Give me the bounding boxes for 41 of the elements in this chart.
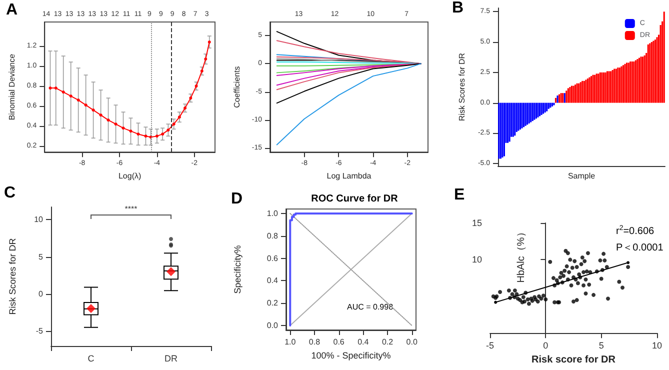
y-axis-title: Coefficients	[232, 66, 242, 108]
y-tick-label: 0	[38, 289, 44, 298]
chart-title: ROC Curve for DR	[311, 194, 399, 204]
annotation: AUC = 0.998	[347, 302, 394, 312]
y-tick-label: 15	[472, 218, 482, 228]
x-tick-label: 0.8	[308, 338, 321, 346]
text: B	[452, 0, 464, 16]
x-tick-label: 0.4	[358, 338, 370, 346]
y-tick-label: 1.0	[266, 208, 279, 218]
x-tick-label: 0.0	[406, 338, 418, 346]
y-tick-label: -5	[36, 326, 44, 336]
y-axis-title: Binomial Deviance	[8, 53, 16, 120]
x-axis-title: Sample	[568, 172, 596, 180]
text: E	[454, 186, 465, 204]
y-axis-title: HbAlc（%）	[516, 227, 528, 283]
x-tick-label: 5	[598, 340, 604, 351]
y-tick-label: 0.2	[266, 298, 279, 308]
y-axis-title: Specificity%	[232, 245, 242, 294]
x-axis-title: Log(λ)	[118, 172, 142, 180]
x-axis-title: 100% - Specificity%	[311, 350, 391, 360]
x-axis-title: Risk score for DR	[532, 354, 616, 366]
y-tick-label: 0.6	[266, 254, 279, 263]
text: D	[231, 190, 243, 208]
y-tick-label: 5	[38, 252, 44, 262]
y-tick-label: 0.0	[266, 321, 279, 330]
y-axis-title: Risk Scores for DR	[458, 52, 466, 122]
x-tick-label: 0	[543, 340, 548, 351]
y-tick-label: 10	[34, 215, 44, 224]
x-tick-label: 10	[652, 340, 662, 351]
annotation: ****	[124, 204, 138, 214]
x-tick-label: 1.0	[284, 338, 296, 346]
x-tick-label: 0.2	[382, 338, 394, 346]
y-tick-label: 10	[472, 254, 482, 265]
y-tick-label: 0.8	[266, 231, 279, 240]
y-axis-title: Risk Scores for DR	[8, 238, 18, 315]
x-tick-label: 0.6	[333, 338, 345, 346]
y-tick-label: 0.4	[266, 276, 279, 286]
text: C	[4, 184, 16, 202]
text: A	[6, 2, 18, 18]
annotation: P＜0.0001	[616, 242, 664, 254]
x-axis-title: Log Lambda	[326, 172, 372, 180]
